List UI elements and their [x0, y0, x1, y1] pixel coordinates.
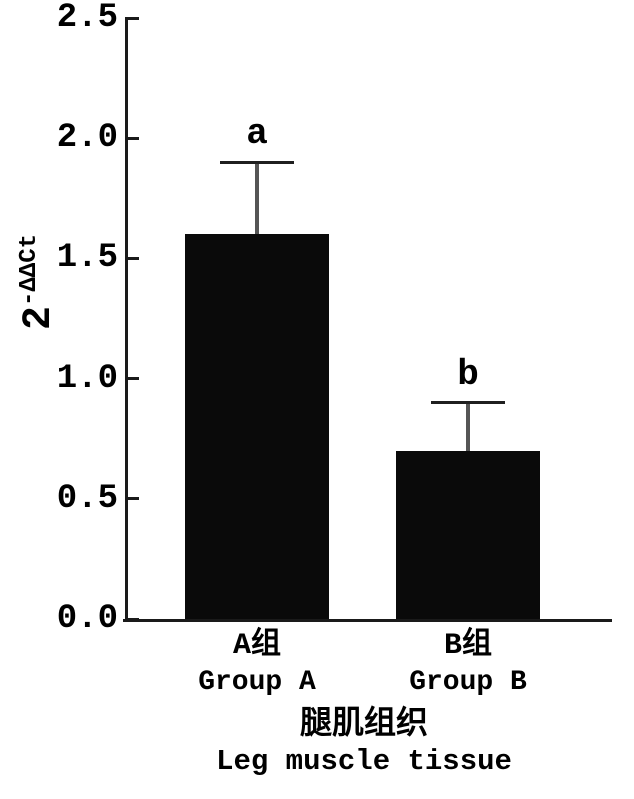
y-axis-tick-label: 0.0 — [56, 600, 118, 638]
error-bar-cap — [220, 160, 294, 164]
x-axis-title-english: Leg muscle tissue — [216, 745, 512, 778]
y-axis-tick-label: 2.5 — [56, 0, 118, 37]
x-axis-title: 腿肌组织 Leg muscle tissue — [114, 706, 614, 779]
x-category-label-chinese: B组 — [443, 629, 492, 663]
significance-letter: a — [246, 113, 268, 155]
y-axis-tick — [128, 16, 139, 20]
x-axis-title-chinese: 腿肌组织 — [299, 706, 428, 743]
y-axis-tick — [128, 256, 139, 260]
y-axis-title-base: 2 — [17, 306, 62, 331]
x-category-label: A组 Group A — [137, 628, 377, 700]
x-axis-line — [123, 619, 612, 622]
y-axis-tick-label: 2.0 — [56, 119, 118, 158]
y-axis-tick-label: 1.5 — [56, 239, 118, 278]
bar — [396, 450, 540, 619]
y-axis-line — [125, 17, 128, 622]
bar — [185, 234, 329, 619]
significance-letter: b — [457, 353, 479, 395]
x-category-label-chinese: A组 — [232, 629, 281, 663]
x-category-label-english: Group A — [198, 667, 316, 698]
y-axis-tick — [128, 497, 139, 501]
y-axis-tick — [128, 617, 139, 621]
y-axis-tick-label: 0.5 — [56, 479, 118, 518]
error-bar-stem — [466, 402, 470, 451]
x-category-label-english: Group B — [409, 667, 527, 698]
x-category-label: B组 Group B — [348, 628, 588, 700]
error-bar-stem — [255, 162, 259, 235]
y-axis-tick — [128, 136, 139, 140]
error-bar-cap — [431, 401, 505, 405]
y-axis-tick-label: 1.0 — [56, 359, 118, 398]
y-axis-tick — [128, 377, 139, 381]
